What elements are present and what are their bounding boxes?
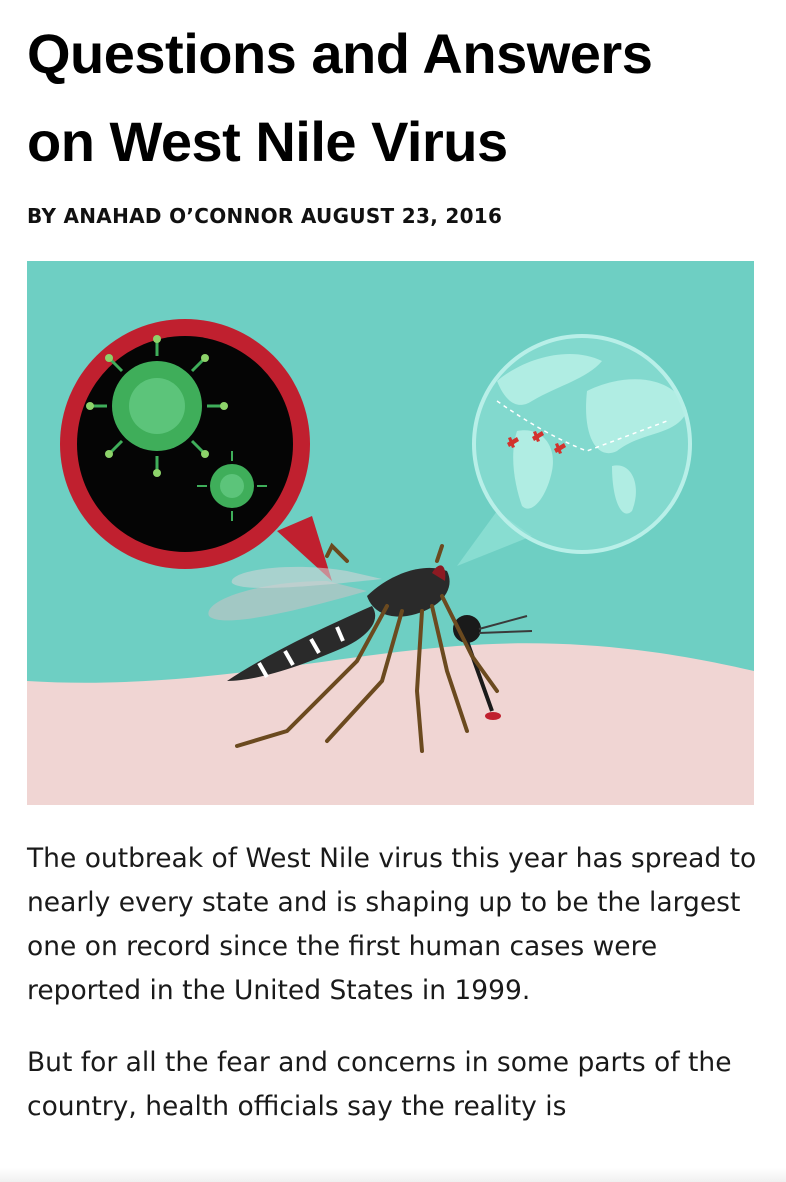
article: Questions and Answers on West Nile Virus…	[27, 0, 759, 228]
small-virus-icon	[197, 451, 267, 521]
paragraph: The outbreak of West Nile virus this yea…	[27, 843, 757, 1006]
bottom-fade	[0, 1168, 786, 1182]
virus-icon	[86, 335, 228, 477]
headline-line-1: Questions and Answers	[27, 22, 653, 85]
virus-bubble	[60, 319, 332, 581]
headline-line-2: on West Nile Virus	[27, 110, 508, 173]
article-illustration	[27, 261, 754, 805]
globe-bubble	[457, 334, 692, 566]
article-body: The outbreak of West Nile virus this yea…	[27, 837, 767, 1157]
mosquito-illustration	[27, 261, 754, 805]
skin-surface	[27, 643, 754, 805]
mosquito-icon	[208, 542, 533, 753]
paragraph: But for all the fear and concerns in som…	[27, 1047, 732, 1122]
article-headline: Questions and Answers on West Nile Virus	[27, 0, 759, 186]
article-byline: BY ANAHAD O’CONNOR AUGUST 23, 2016	[27, 204, 503, 228]
